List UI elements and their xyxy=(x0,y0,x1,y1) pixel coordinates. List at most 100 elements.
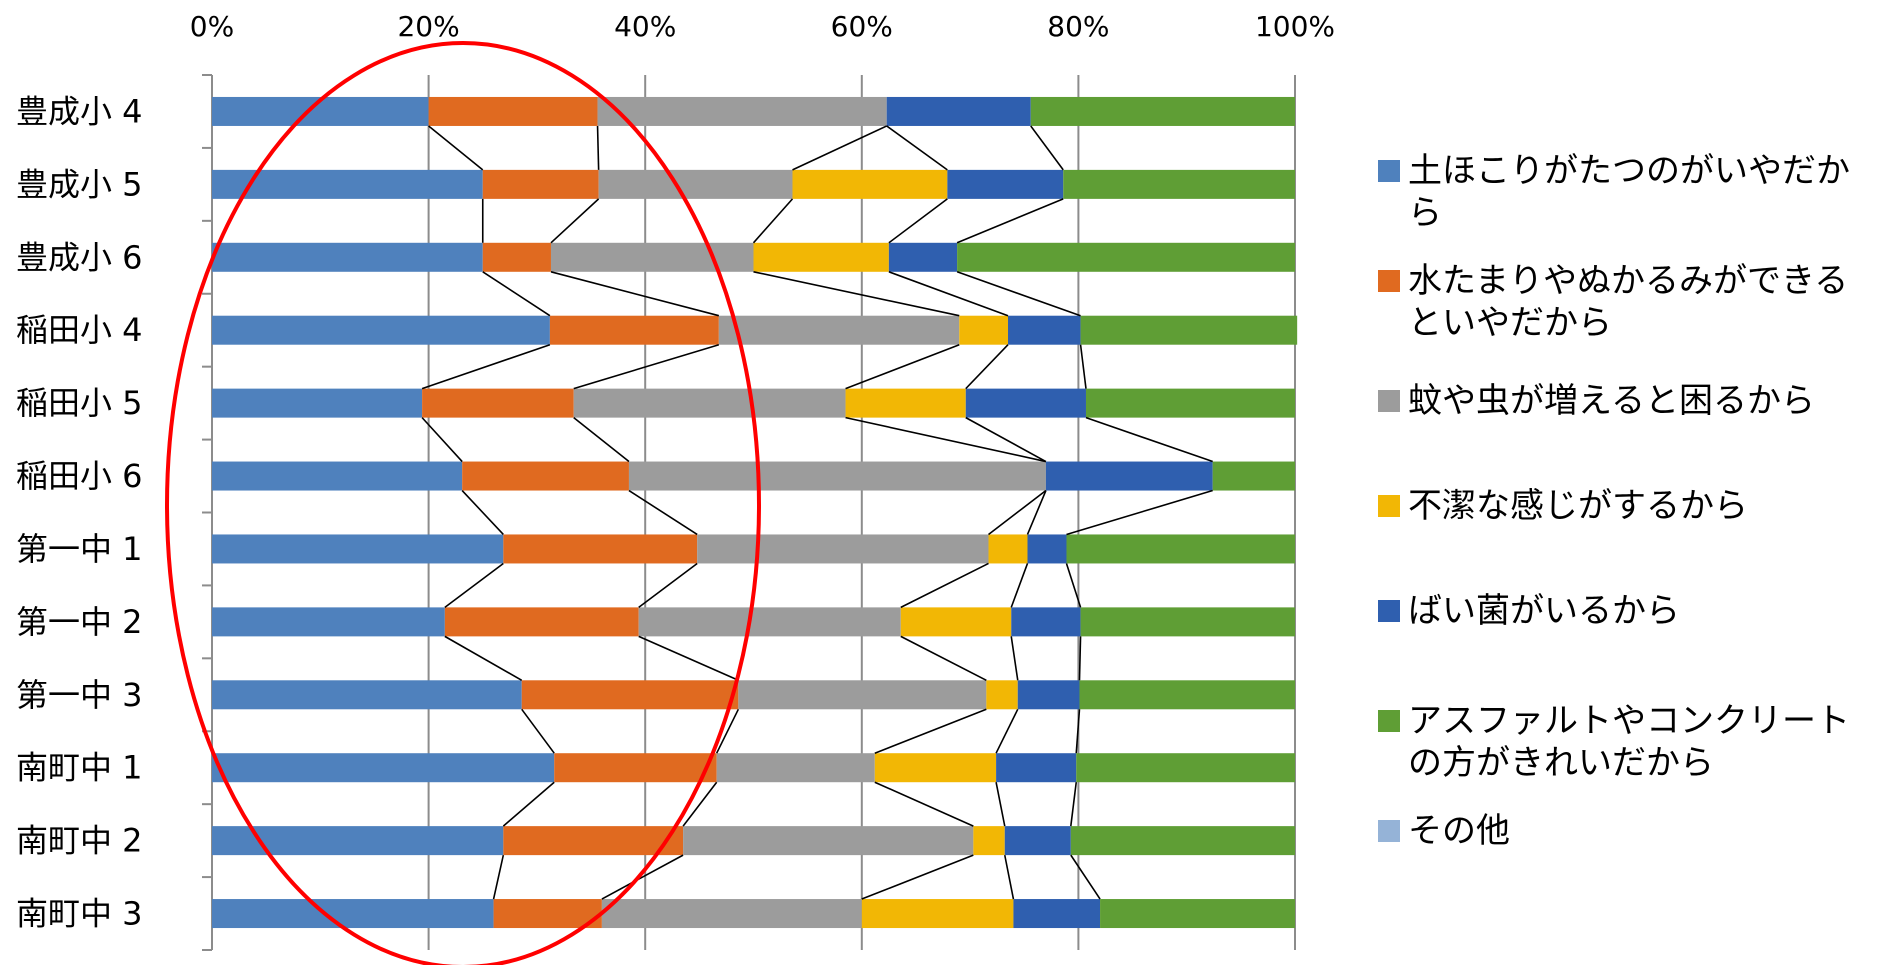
bar-segment xyxy=(521,680,739,710)
bar-segment xyxy=(1076,753,1295,783)
bar-segment xyxy=(1013,899,1101,929)
legend-item: 土ほこりがたつのがいやだから xyxy=(1378,150,1878,234)
bar-segment xyxy=(601,899,862,929)
bar-segment xyxy=(716,753,875,783)
bar-segment xyxy=(212,753,555,783)
series-line xyxy=(886,125,948,171)
series-line xyxy=(1078,636,1082,681)
bar-segment xyxy=(1030,96,1295,126)
bar-segment xyxy=(428,96,598,126)
bar-segment xyxy=(1045,461,1213,491)
series-line xyxy=(596,125,600,170)
category-label: 稲田小 5 xyxy=(16,384,143,422)
series-line xyxy=(573,416,630,463)
category-labels: 豊成小 4 豊成小 5 豊成小 6 稲田小 4 稲田小 5 稲田小 6 第一中 1 第一中 2… xyxy=(16,92,143,932)
series-line xyxy=(1065,563,1082,608)
series-line xyxy=(550,198,600,244)
legend-label: その他 xyxy=(1408,811,1510,851)
series-line xyxy=(1070,854,1101,900)
series-line xyxy=(682,781,718,827)
bar-segment xyxy=(1017,680,1080,710)
series-line xyxy=(638,635,739,682)
series-line xyxy=(1070,782,1078,827)
bar-segment xyxy=(1212,461,1295,491)
series-line xyxy=(421,417,463,463)
series-line xyxy=(638,562,698,609)
bar-segment xyxy=(792,169,948,199)
bar-segment xyxy=(1027,534,1067,564)
bar-segment xyxy=(573,388,846,418)
bar-segment xyxy=(986,680,1018,710)
bar-segment xyxy=(638,607,901,637)
series-line xyxy=(965,344,1009,390)
bar-segment xyxy=(959,315,1009,345)
series-line xyxy=(482,271,551,317)
bar-segment xyxy=(965,388,1086,418)
series-line xyxy=(874,781,974,827)
category-label: 南町中 2 xyxy=(16,822,143,860)
series-line xyxy=(1030,125,1064,171)
series-line xyxy=(461,489,504,536)
bar-segment xyxy=(422,388,574,418)
legend-swatch xyxy=(1378,820,1400,842)
legend-swatch xyxy=(1378,710,1400,732)
series-line xyxy=(428,125,484,171)
legend-label: 蚊や虫が増えると困るから xyxy=(1408,381,1815,421)
y-axis xyxy=(202,74,213,951)
series-line xyxy=(502,781,555,827)
bar-segment xyxy=(753,242,889,272)
bar-segment xyxy=(212,242,483,272)
bar-segment xyxy=(444,607,639,637)
series-line xyxy=(573,343,720,390)
bar-segment xyxy=(212,461,463,491)
bar-segment xyxy=(503,826,684,856)
legend-swatch xyxy=(1378,160,1400,182)
x-tick-label: 20% xyxy=(397,10,459,43)
series-line xyxy=(861,854,974,900)
x-tick-label: 0% xyxy=(190,10,234,43)
series-line xyxy=(421,343,551,390)
series-line xyxy=(792,125,888,171)
category-label: 稲田小 6 xyxy=(16,457,143,495)
series-line xyxy=(550,271,720,317)
bar-segment xyxy=(462,461,629,491)
legend-label: 不潔な感じがするから xyxy=(1408,486,1748,526)
series-line xyxy=(753,271,960,317)
category-label: 豊成小 6 xyxy=(16,238,143,276)
bar-segment xyxy=(597,96,887,126)
category-label: 南町中 3 xyxy=(16,895,143,933)
series-line xyxy=(1010,563,1029,608)
series-line xyxy=(956,198,1064,244)
series-line xyxy=(1010,636,1019,681)
legend-item: 不潔な感じがするから xyxy=(1378,485,1878,527)
bar-segment xyxy=(957,242,1295,272)
legend-item: その他 xyxy=(1378,810,1878,852)
bar-segment xyxy=(1004,826,1071,856)
bar-segment xyxy=(874,753,997,783)
bar-segment xyxy=(886,96,1031,126)
series-line xyxy=(845,343,960,390)
category-label: 豊成小 5 xyxy=(16,165,143,203)
bar-segment xyxy=(212,607,445,637)
bar-segment xyxy=(212,899,494,929)
bar-segment xyxy=(212,826,504,856)
bar-segment xyxy=(598,169,793,199)
bar-segment xyxy=(718,315,960,345)
series-line xyxy=(995,782,1006,827)
bar-segment xyxy=(845,388,966,418)
legend-swatch xyxy=(1378,495,1400,517)
bar-segment xyxy=(1080,315,1298,345)
bar-segment xyxy=(482,242,551,272)
series-line xyxy=(900,635,987,682)
bar-segment xyxy=(697,534,989,564)
series-line xyxy=(1003,854,1015,900)
x-tick-label: 40% xyxy=(614,10,676,43)
series-line xyxy=(715,708,740,754)
legend-swatch xyxy=(1378,270,1400,292)
legend-item: 水たまりやぬかるみができるといやだから xyxy=(1378,260,1878,344)
bar-segment xyxy=(996,753,1077,783)
bar-segment xyxy=(1063,169,1295,199)
bar-segment xyxy=(947,169,1064,199)
legend-item: 蚊や虫が増えると困るから xyxy=(1378,380,1878,422)
